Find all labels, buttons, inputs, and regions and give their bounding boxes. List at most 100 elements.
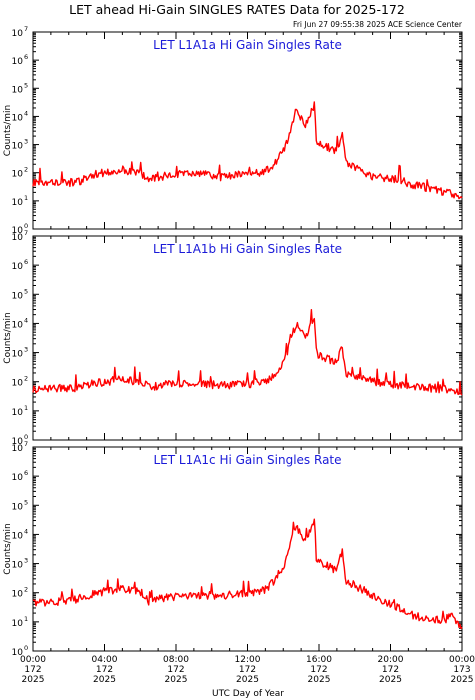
y-tick-label-exponent: 3: [24, 557, 28, 565]
y-tick-label-exponent: 0: [24, 644, 28, 652]
data-point: [363, 172, 365, 174]
y-tick-label-base: 10: [12, 437, 24, 447]
data-point: [309, 325, 311, 327]
data-point: [341, 133, 343, 135]
data-point: [327, 358, 329, 360]
data-point: [50, 182, 52, 184]
data-point: [265, 381, 267, 383]
y-axis-label: Counts/min: [3, 523, 13, 574]
data-point: [390, 384, 392, 386]
y-tick-label-exponent: 5: [24, 81, 28, 89]
data-point: [104, 172, 106, 174]
data-point: [166, 596, 168, 598]
data-point: [425, 187, 427, 189]
y-tick-label-base: 10: [12, 502, 24, 512]
series-line: [32, 101, 463, 200]
y-tick-label-exponent: 3: [24, 138, 28, 146]
data-point: [59, 180, 61, 182]
data-point: [417, 616, 419, 618]
y-tick-label-exponent: 4: [24, 527, 28, 535]
data-point: [247, 175, 249, 177]
data-point: [300, 118, 302, 120]
x-tick-label: 04:00: [92, 655, 118, 665]
y-tick-label-exponent: 6: [24, 53, 28, 61]
y-tick-label-exponent: 6: [24, 258, 28, 266]
y-tick-label-exponent: 1: [24, 615, 28, 623]
data-point: [296, 323, 298, 325]
data-point: [193, 173, 195, 175]
data-point: [77, 387, 79, 389]
y-tick-label-exponent: 1: [24, 404, 28, 412]
data-point: [50, 602, 52, 604]
y-tick-label-base: 10: [12, 113, 24, 123]
data-point: [32, 388, 34, 390]
data-point: [238, 173, 240, 175]
data-point: [274, 580, 276, 582]
data-point: [336, 361, 338, 363]
plot-frame: [32, 446, 463, 652]
data-point: [336, 150, 338, 152]
data-point: [131, 380, 133, 382]
data-point: [461, 198, 463, 200]
y-tick-label-exponent: 7: [24, 25, 28, 33]
data-point: [193, 383, 195, 385]
data-point: [318, 355, 320, 357]
x-tick-label: 20:00: [378, 655, 404, 665]
data-point: [175, 596, 177, 598]
x-tick-label: 172: [239, 665, 256, 675]
data-point: [390, 604, 392, 606]
data-point: [381, 382, 383, 384]
x-tick-label: 172: [167, 665, 184, 675]
y-tick-label-base: 10: [12, 85, 24, 95]
data-point: [122, 378, 124, 380]
data-point: [220, 596, 222, 598]
data-point: [434, 387, 436, 389]
panel-title: LET L1A1a Hi Gain Singles Rate: [153, 38, 342, 52]
data-point: [309, 113, 311, 115]
data-point: [104, 591, 106, 593]
data-point: [314, 520, 316, 522]
data-point: [425, 616, 427, 618]
data-point: [32, 604, 34, 606]
x-tick-label: 2025: [93, 675, 116, 685]
data-point: [305, 542, 307, 544]
data-point: [247, 383, 249, 385]
data-point: [345, 372, 347, 374]
x-axis-label: UTC Day of Year: [212, 689, 284, 699]
data-point: [274, 376, 276, 378]
data-point: [354, 584, 356, 586]
data-point: [184, 384, 186, 386]
data-point: [211, 595, 213, 597]
panel-title: LET L1A1c Hi Gain Singles Rate: [153, 453, 341, 467]
series-line: [32, 518, 463, 630]
y-tick-label-base: 10: [12, 142, 24, 152]
y-tick-label-exponent: 2: [24, 586, 28, 594]
data-point: [327, 146, 329, 148]
data-point: [372, 381, 374, 383]
data-point: [157, 385, 159, 387]
data-point: [408, 612, 410, 614]
data-point: [443, 388, 445, 390]
data-point: [77, 598, 79, 600]
data-point: [148, 386, 150, 388]
data-point: [452, 193, 454, 195]
data-point: [256, 173, 258, 175]
data-point: [287, 554, 289, 556]
data-point: [305, 124, 307, 126]
data-point: [408, 183, 410, 185]
y-tick-label-base: 10: [12, 226, 24, 236]
x-tick-label: 2025: [451, 675, 474, 685]
data-point: [184, 596, 186, 598]
series-line: [32, 309, 463, 396]
data-point: [229, 175, 231, 177]
data-point: [316, 139, 318, 141]
data-point: [113, 171, 115, 173]
data-point: [68, 182, 70, 184]
data-point: [256, 591, 258, 593]
data-point: [104, 381, 106, 383]
data-point: [417, 185, 419, 187]
y-tick-label-base: 10: [12, 379, 24, 389]
y-tick-label-base: 10: [12, 531, 24, 541]
